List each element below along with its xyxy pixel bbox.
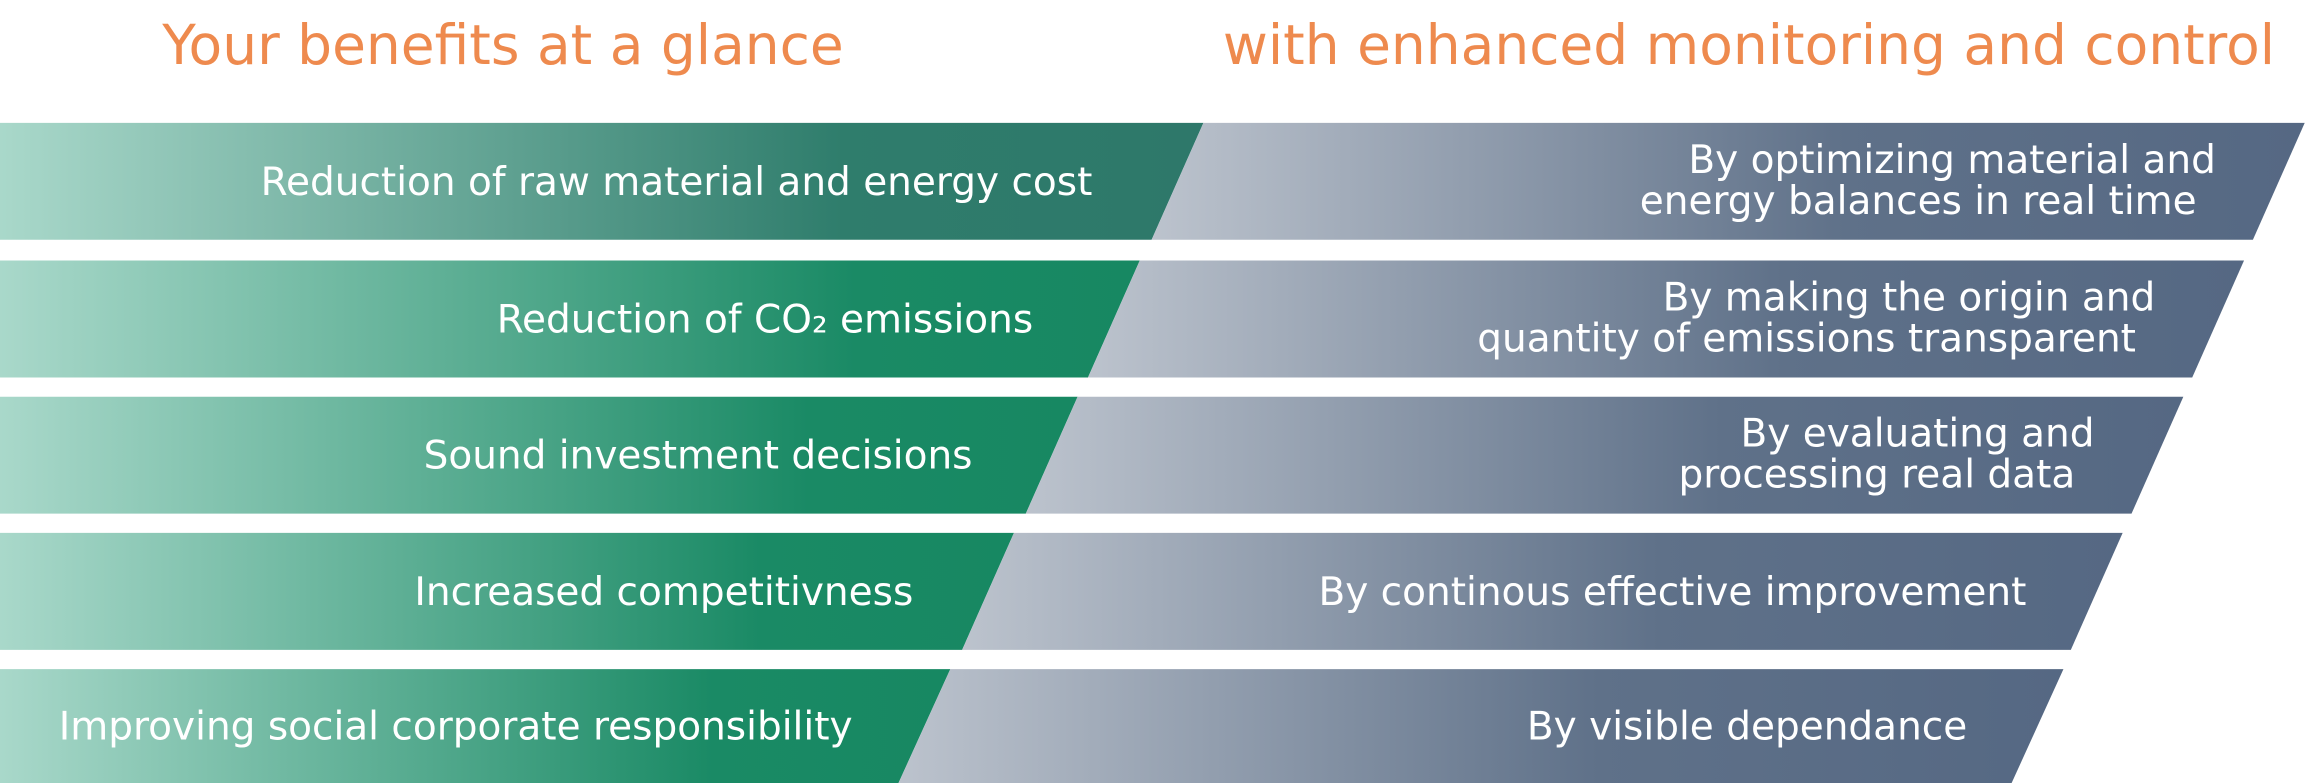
method-text: quantity of emissions transparent bbox=[1477, 316, 2136, 361]
right-title: with enhanced monitoring and control bbox=[1223, 13, 2275, 77]
left-title: Your benefits at a glance bbox=[161, 13, 843, 77]
method-band bbox=[898, 669, 2064, 783]
benefit-band bbox=[0, 122, 1204, 240]
method-band bbox=[1151, 122, 2305, 240]
benefit-text: Sound investment decisions bbox=[424, 434, 973, 479]
benefit-text: Improving social corporate responsibilit… bbox=[59, 705, 853, 750]
benefit-text: Reduction of raw material and energy cos… bbox=[261, 160, 1093, 205]
method-band bbox=[1087, 260, 2245, 378]
benefit-band bbox=[0, 396, 1078, 514]
benefit-band bbox=[0, 532, 1014, 650]
benefit-band bbox=[0, 669, 951, 783]
benefit-band bbox=[0, 260, 1140, 378]
method-text: By optimizing material and bbox=[1688, 138, 2216, 183]
benefit-text: Increased competitivness bbox=[414, 570, 913, 615]
method-band bbox=[1025, 396, 2184, 514]
method-text: energy balances in real time bbox=[1640, 179, 2197, 224]
method-text: By making the origin and bbox=[1663, 275, 2156, 320]
method-text: processing real data bbox=[1679, 453, 2076, 498]
method-text: By evaluating and bbox=[1740, 412, 2094, 457]
method-band bbox=[962, 532, 2123, 650]
benefit-text: Reduction of CO₂ emissions bbox=[497, 297, 1034, 342]
method-text: By continous effective improvement bbox=[1318, 570, 2026, 615]
method-text: By visible dependance bbox=[1527, 705, 1967, 750]
